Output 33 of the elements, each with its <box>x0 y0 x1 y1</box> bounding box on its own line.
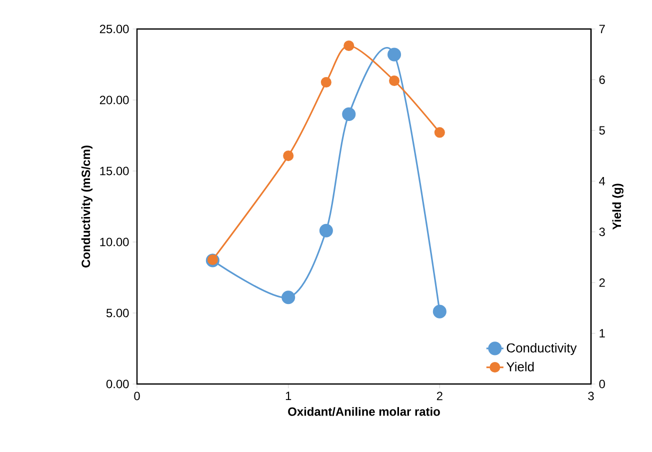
x-tick-label: 0 <box>134 392 140 400</box>
y-tick-label: 5.00 <box>106 308 129 318</box>
x-tick-label: 1 <box>286 392 292 400</box>
x-tick-label: 2 <box>436 392 442 400</box>
legend-label: Conductivity <box>506 342 577 356</box>
point <box>342 107 356 121</box>
y2-tick-label: 1 <box>600 329 605 338</box>
y2-tick-label: 3 <box>599 228 605 236</box>
x-axis-title: Oxidant/Aniline molar ratio <box>288 407 440 416</box>
legend-label: Yield <box>506 362 534 372</box>
y2-axis-title: Yield (g) <box>612 184 624 230</box>
point <box>344 40 354 52</box>
y2-tick-label: 0 <box>599 380 605 388</box>
y2-tick-label: 2 <box>599 278 605 287</box>
y2-tick-label: 7 <box>599 24 605 34</box>
y2-tick-label: 6 <box>599 75 605 84</box>
y-tick-label: 10.00 <box>100 238 129 246</box>
point <box>434 127 445 138</box>
x-tick-label: 3 <box>588 392 594 400</box>
y-tick-label: 15.00 <box>100 166 129 176</box>
y-axis-title: Conductivity (mS/cm) <box>81 146 92 268</box>
y-tick-label: 25.00 <box>100 24 129 34</box>
y-tick-label: 20.00 <box>100 96 129 104</box>
y2-tick-label: 4 <box>599 177 606 186</box>
point <box>387 48 402 62</box>
y-tick-label: 0.00 <box>106 380 129 388</box>
point <box>282 290 296 304</box>
y2-tick-label: 5 <box>599 126 605 135</box>
point <box>319 224 333 238</box>
point <box>388 75 400 86</box>
point <box>320 76 332 88</box>
point <box>283 150 294 162</box>
point <box>432 304 446 318</box>
